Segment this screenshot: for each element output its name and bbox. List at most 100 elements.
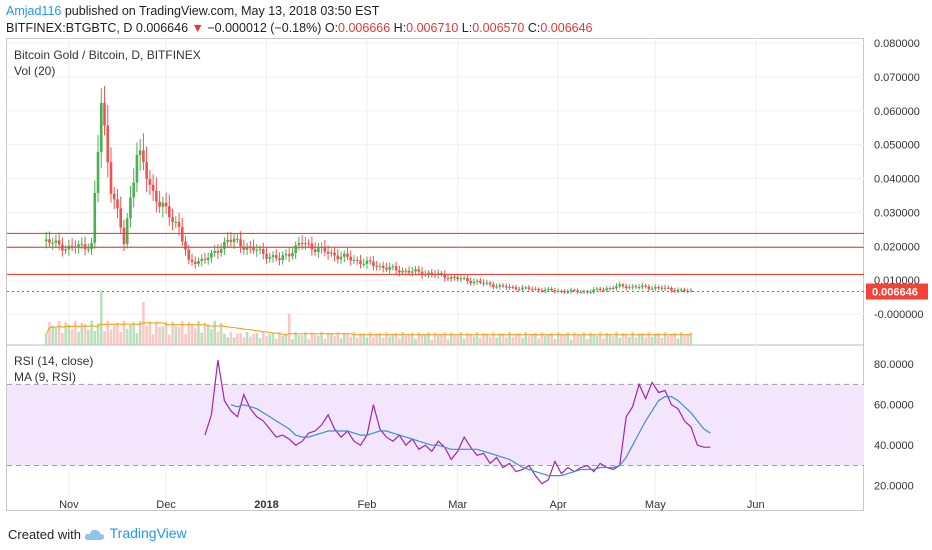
published-text: published on TradingView.com, May 13, 20… — [64, 4, 380, 18]
volume-bar — [641, 333, 644, 345]
volume-bar — [378, 333, 382, 345]
volume-bar — [407, 334, 411, 345]
candle-body — [174, 221, 178, 223]
volume-bar — [158, 326, 161, 345]
candle-body — [278, 258, 281, 261]
volume-bar — [180, 321, 184, 345]
candle-body — [352, 259, 356, 261]
volume-bar — [608, 334, 612, 345]
candle-body — [54, 240, 58, 243]
volume-bar — [112, 324, 116, 345]
candle-body — [595, 288, 599, 290]
volume-bar — [647, 331, 651, 345]
candle-body — [676, 289, 680, 292]
volume-bar — [242, 337, 246, 345]
candle-body — [689, 290, 693, 292]
volume-bar — [459, 332, 463, 345]
volume-bar — [226, 337, 229, 345]
chart-canvas[interactable]: 0.080000 0.070000 0.060000 0.050000 0.040000… — [0, 0, 932, 512]
volume-bar — [469, 334, 472, 345]
candle-body — [116, 199, 119, 209]
volume-bar — [482, 332, 485, 345]
candle-body — [537, 288, 540, 291]
volume-bar — [654, 333, 657, 345]
candle-body — [125, 218, 129, 245]
volume-bar — [255, 332, 259, 345]
tradingview-brand[interactable]: TradingView — [84, 525, 187, 542]
candle-body — [323, 246, 327, 252]
candle-body — [284, 254, 288, 256]
volume-bar — [223, 333, 226, 345]
ohlc-line: BITFINEX:BTGBTC, D 0.006646 ▼ −0.000012 … — [6, 21, 593, 35]
volume-bar — [618, 337, 621, 345]
candle-body — [368, 260, 372, 262]
candle-body — [355, 259, 359, 261]
candle-body — [388, 267, 391, 270]
candle-body — [80, 244, 84, 246]
volume-bar — [287, 313, 291, 345]
volume-bar — [475, 331, 479, 345]
volume-bar — [64, 322, 67, 345]
candle-body — [372, 261, 375, 266]
volume-bar — [679, 332, 683, 345]
volume-bar — [203, 322, 207, 345]
volume-bar — [670, 334, 673, 345]
volume-bar — [683, 335, 686, 345]
last-price-tag-label: 0.006646 — [872, 287, 918, 299]
volume-bar — [359, 333, 362, 345]
volume-bar — [398, 338, 401, 345]
candle-body — [456, 277, 459, 279]
volume-bar — [193, 328, 197, 345]
candle-body — [511, 286, 515, 288]
candle-body — [200, 258, 204, 261]
volume-bar — [48, 321, 51, 345]
author-link[interactable]: Amjad116 — [6, 4, 62, 18]
candle-body — [330, 252, 333, 254]
volume-bar — [492, 331, 495, 345]
volume-bar — [401, 332, 404, 345]
volume-bar — [631, 331, 634, 345]
candle-body — [573, 289, 576, 291]
candle-body — [317, 248, 320, 253]
candle-body — [407, 270, 411, 273]
volume-bar — [381, 337, 385, 345]
candle-body — [495, 286, 498, 288]
volume-bar — [449, 332, 453, 345]
candle-body — [417, 269, 421, 272]
volume-bar — [560, 335, 563, 345]
volume-bar — [200, 332, 204, 345]
candle-body — [514, 287, 518, 290]
volume-bar — [184, 333, 187, 345]
candle-body — [313, 249, 317, 253]
time-tick-label: Jun — [747, 499, 765, 511]
volume-bar — [333, 336, 336, 345]
volume-bar — [125, 328, 129, 345]
candle-body — [342, 253, 346, 257]
volume-bar — [313, 334, 317, 345]
volume-bar — [517, 333, 521, 345]
volume-bar — [54, 328, 58, 345]
candle-body — [77, 244, 80, 248]
candle-body — [550, 288, 553, 291]
candle-body — [138, 150, 142, 155]
volume-bar — [462, 338, 466, 345]
volume-bar — [595, 335, 599, 345]
candle-body — [57, 240, 61, 245]
candle-body — [414, 269, 417, 272]
volume-bar — [433, 332, 437, 345]
candle-body — [51, 242, 54, 244]
volume-bar — [122, 320, 126, 345]
down-arrow-icon: ▼ — [191, 21, 204, 35]
candle-body — [281, 255, 285, 261]
candle-body — [634, 286, 638, 288]
volume-bar — [44, 333, 48, 345]
candle-body — [184, 241, 187, 250]
candle-body — [673, 290, 677, 292]
volume-bar — [80, 322, 84, 345]
volume-bar — [291, 339, 294, 345]
tradingview-brand-name: TradingView — [109, 525, 187, 541]
candle-body — [274, 255, 278, 259]
candle-body — [158, 201, 161, 207]
candle-body — [670, 287, 673, 291]
volume-bar — [663, 331, 667, 345]
